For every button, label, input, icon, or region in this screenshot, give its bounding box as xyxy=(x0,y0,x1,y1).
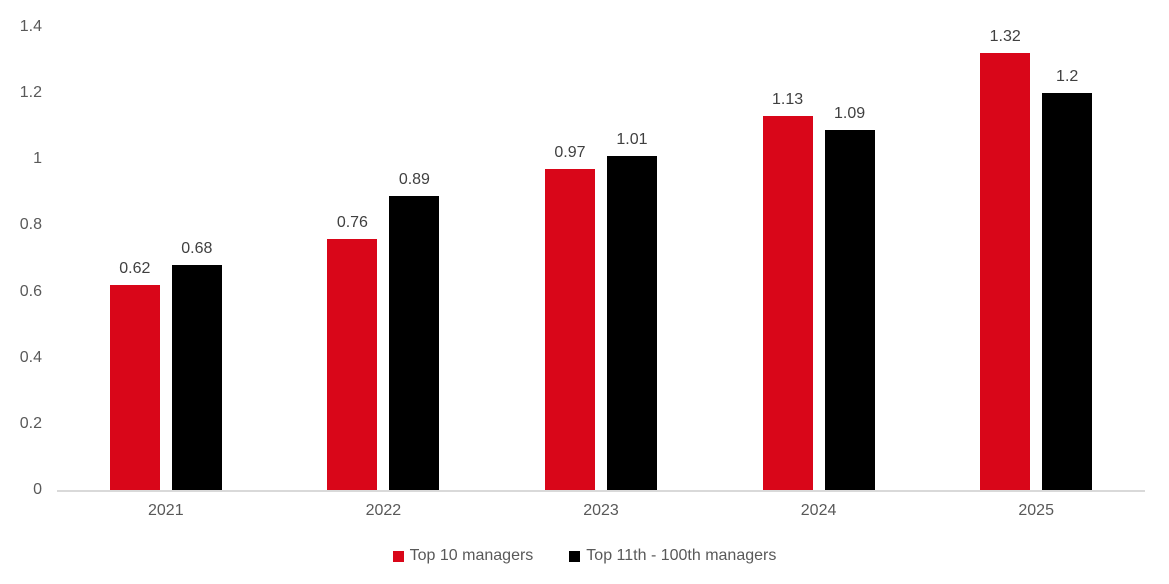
bar-slot-top-11th-100th-managers: 1.01 xyxy=(606,27,657,490)
x-axis-label: 2024 xyxy=(800,502,837,519)
bar-pair: 0.76 0.89 xyxy=(275,27,493,490)
bar-pair: 1.32 1.2 xyxy=(927,27,1145,490)
bar-top-10-managers xyxy=(544,169,595,490)
y-axis-tick-label: 0.8 xyxy=(19,216,42,234)
x-axis-line xyxy=(57,490,1145,492)
data-label: 1.2 xyxy=(1056,68,1079,86)
bar-slot-top-11th-100th-managers: 0.89 xyxy=(389,27,440,490)
data-label: 1.32 xyxy=(989,28,1021,46)
bar-slot-top-10-managers: 0.62 xyxy=(109,27,160,490)
x-axis-label: 2023 xyxy=(583,502,619,519)
data-label: 0.97 xyxy=(554,144,586,162)
data-label: 1.13 xyxy=(772,91,804,109)
bar-slot-top-10-managers: 0.76 xyxy=(327,27,378,490)
bar-slot-top-11th-100th-managers: 1.2 xyxy=(1042,27,1093,490)
bar-pair: 0.97 1.01 xyxy=(492,27,710,490)
plot-area: 0.62 0.68 2021 0.76 0.89 2022 0.97 1.01 2023 1.13… xyxy=(57,27,1145,519)
bar-top-11th-100th-managers xyxy=(389,195,440,490)
bar-top-10-managers xyxy=(109,284,160,490)
legend-label: Top 11th - 100th managers xyxy=(586,547,777,564)
data-label: 1.01 xyxy=(616,130,648,148)
bar-slot-top-11th-100th-managers: 1.09 xyxy=(824,27,875,490)
bar-top-11th-100th-managers xyxy=(606,155,657,490)
bar-group-2025: 1.32 1.2 2025 xyxy=(927,27,1145,519)
y-axis-tick-label: 0.2 xyxy=(19,414,42,432)
bar-pair: 0.62 0.68 xyxy=(57,27,275,490)
bar-group-2022: 0.76 0.89 2022 xyxy=(275,27,493,519)
bar-slot-top-11th-100th-managers: 0.68 xyxy=(171,27,222,490)
bar-pair: 1.13 1.09 xyxy=(710,27,928,490)
bar-top-10-managers xyxy=(327,238,378,490)
y-axis-tick-label: 0 xyxy=(33,481,42,498)
bar-top-11th-100th-managers xyxy=(1042,93,1093,490)
bar-group-2023: 0.97 1.01 2023 xyxy=(492,27,710,519)
y-axis-tick-label: 1.4 xyxy=(19,18,42,35)
bar-slot-top-10-managers: 1.13 xyxy=(762,27,813,490)
y-axis-tick-label: 0.4 xyxy=(19,348,42,366)
data-label: 0.68 xyxy=(181,240,213,258)
y-axis-tick-label: 0.6 xyxy=(19,282,42,300)
legend-item-top-10-managers: Top 10 managers xyxy=(392,547,534,565)
legend-swatch-icon xyxy=(569,550,581,562)
bar-group-2024: 1.13 1.09 2024 xyxy=(710,27,928,519)
data-label: 0.76 xyxy=(336,213,368,231)
x-axis-label: 2021 xyxy=(148,502,184,519)
bar-top-10-managers xyxy=(762,116,813,490)
legend: Top 10 managers Top 11th - 100th managers xyxy=(0,547,1169,565)
bar-top-11th-100th-managers xyxy=(824,129,875,490)
x-axis-label: 2022 xyxy=(365,502,402,519)
y-axis-tick-label: 1.2 xyxy=(19,84,42,102)
legend-label: Top 10 managers xyxy=(409,547,534,564)
data-label: 0.62 xyxy=(119,259,151,277)
bar-top-10-managers xyxy=(980,53,1031,490)
data-label: 1.09 xyxy=(834,104,866,122)
legend-item-top-11th-100th-managers: Top 11th - 100th managers xyxy=(569,547,776,565)
bar-slot-top-10-managers: 0.97 xyxy=(544,27,595,490)
y-axis-tick-label: 1 xyxy=(33,150,42,168)
bar-slot-top-10-managers: 1.32 xyxy=(980,27,1031,490)
data-label: 0.89 xyxy=(398,170,430,188)
bar-top-11th-100th-managers xyxy=(171,265,222,490)
bar-group-2021: 0.62 0.68 2021 xyxy=(57,27,275,519)
legend-swatch-icon xyxy=(392,550,404,562)
y-axis: 0 0.2 0.4 0.6 0.8 1 1.2 1.4 xyxy=(0,18,42,498)
x-axis-label: 2025 xyxy=(1018,502,1054,519)
